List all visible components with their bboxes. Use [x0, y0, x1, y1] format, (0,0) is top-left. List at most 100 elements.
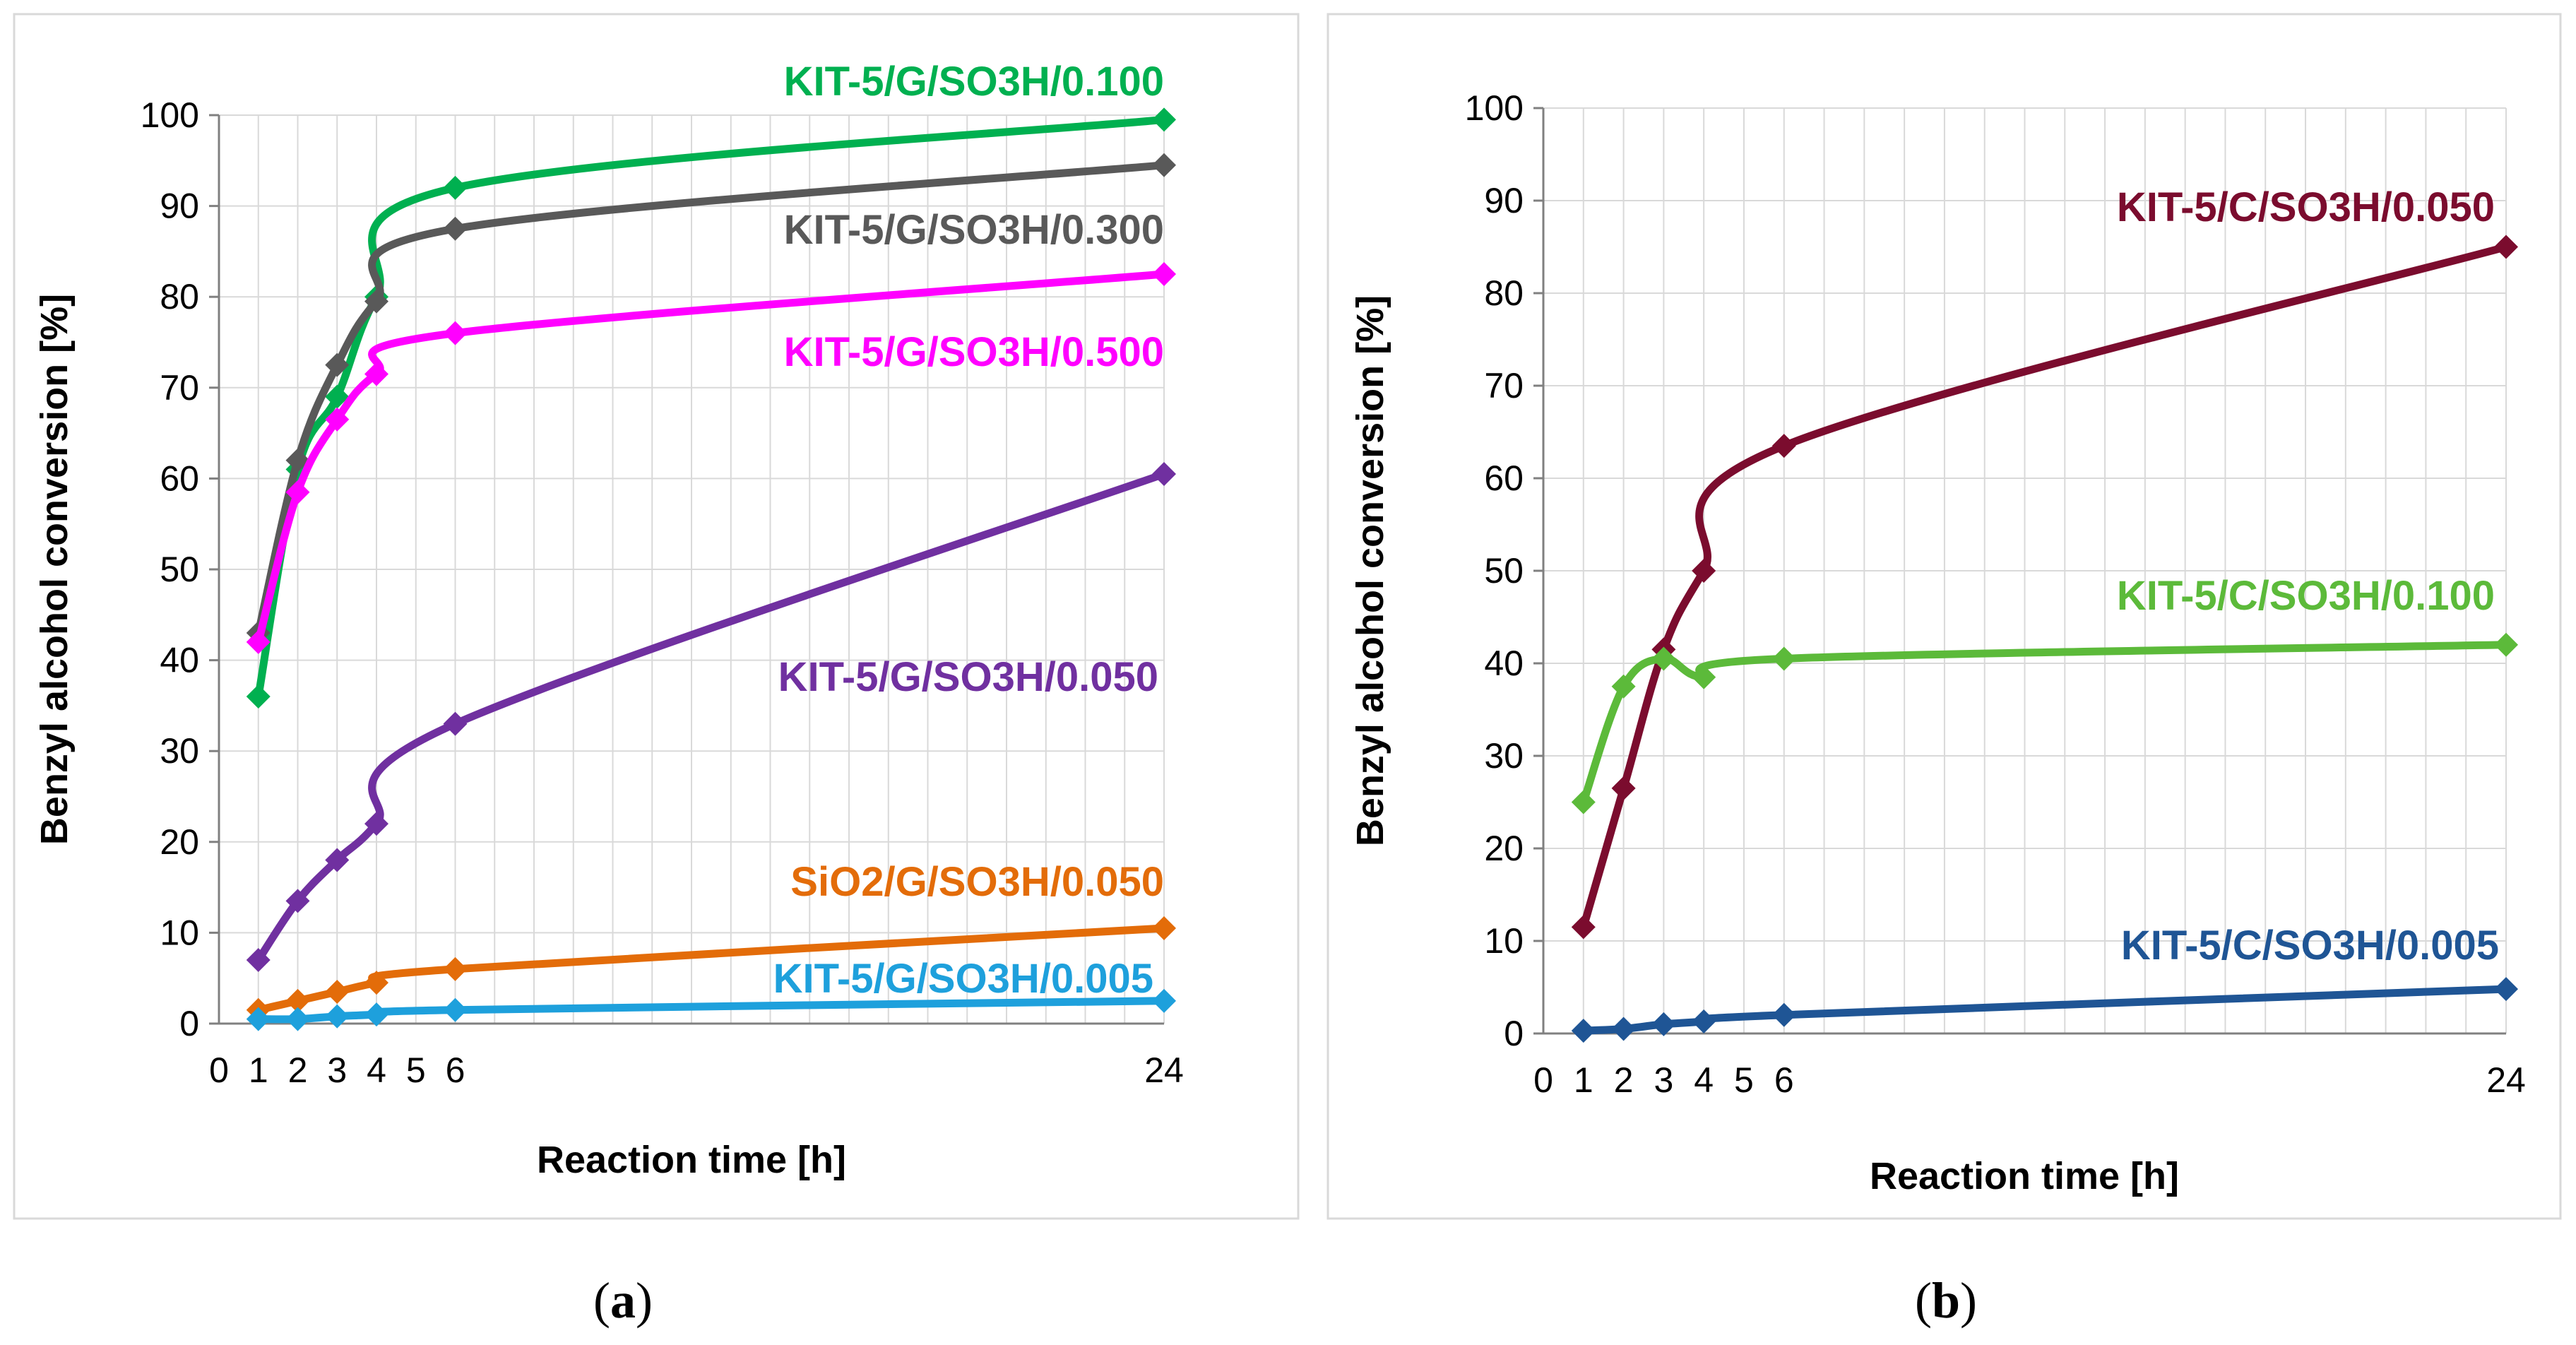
panel-b-y-tick-label: 10: [1484, 921, 1524, 961]
panel-a-data-point: [443, 711, 468, 736]
panel-a-data-point: [246, 947, 271, 972]
panel-b-x-tick-label: 3: [1654, 1060, 1673, 1100]
panel-a-y-tick-label: 80: [160, 277, 199, 316]
panel-a-data-point: [1152, 916, 1176, 940]
panel-b-data-point: [2494, 235, 2518, 259]
panel-a-x-tick-label: 6: [446, 1050, 465, 1090]
panel-b-x-tick-label: 24: [2486, 1060, 2526, 1100]
panel-a-y-tick-label: 100: [141, 95, 199, 135]
panel-b-series-kit-5-c-so3h-0-050: [1571, 235, 2518, 940]
panel-a-data-point: [246, 1007, 271, 1031]
panel-b-y-tick-label: 100: [1465, 88, 1524, 128]
panel-a-y-tick-label: 70: [160, 368, 199, 408]
panel-b-data-point: [1611, 776, 1636, 800]
panel-b-data-point: [1692, 559, 1716, 583]
panel-b-data-point: [1571, 915, 1596, 940]
panel-a-data-point: [325, 979, 350, 1004]
panel-b-x-tick-label: 1: [1574, 1060, 1593, 1100]
panel-a-series-kit-5-g-so3h-0-005: [246, 988, 1176, 1031]
panel-a-data-point: [1152, 988, 1176, 1013]
panel-b-data-point: [1692, 1009, 1716, 1033]
panel-a-x-tick-label: 3: [327, 1050, 347, 1090]
panel-b-data-point: [1611, 674, 1636, 699]
panel-b-y-tick-label: 30: [1484, 736, 1524, 776]
panel-a-data-point: [325, 352, 350, 377]
panel-b-y-tick-label: 0: [1504, 1014, 1524, 1053]
panel-a-y-tick-label: 50: [160, 550, 199, 589]
panel-a-data-point: [325, 1004, 350, 1029]
panel-b-data-point: [1571, 1019, 1596, 1043]
panel-a-data-point: [443, 216, 468, 241]
panel-a-data-point: [1152, 153, 1176, 177]
panel-b-y-tick-label: 40: [1484, 644, 1524, 683]
panel-a-frame: [13, 13, 1300, 1220]
panel-b-y-tick-label: 80: [1484, 273, 1524, 313]
panel-a-data-point: [364, 971, 388, 995]
caption-b: (b): [1915, 1272, 1977, 1329]
panel-b-x-tick-label: 6: [1774, 1060, 1794, 1100]
panel-a-x-axis-title: Reaction time [h]: [537, 1139, 846, 1181]
panel-a-x-tick-label: 4: [367, 1050, 386, 1090]
panel-b-data-point: [1611, 1017, 1636, 1041]
panel-a-series-label: KIT-5/G/SO3H/0.005: [773, 956, 1153, 1002]
panel-a-data-point: [443, 321, 468, 345]
panel-b-data-point: [2494, 632, 2518, 657]
panel-a-y-tick-label: 30: [160, 731, 199, 771]
panel-b-y-tick-label: 90: [1484, 181, 1524, 220]
panel-a-data-point: [364, 812, 388, 836]
panel-a-data-point: [443, 175, 468, 200]
panel-a-y-tick-label: 20: [160, 822, 199, 862]
panel-a-data-point: [285, 988, 310, 1013]
panel-b-data-point: [2494, 977, 2518, 1002]
panel-a-y-axis-title: Benzyl alcohol conversion [%]: [33, 294, 76, 845]
panel-b-y-tick-label: 60: [1484, 458, 1524, 498]
panel-b-y-tick-label: 50: [1484, 551, 1524, 591]
panel-a-series-label: KIT-5/G/SO3H/0.300: [784, 207, 1164, 253]
panel-b-data-point: [1771, 434, 1796, 458]
panel-a-x-tick-label: 24: [1144, 1050, 1184, 1090]
panel-b-y-tick-label: 70: [1484, 366, 1524, 405]
panel-b-x-axis-title: Reaction time [h]: [1870, 1155, 2179, 1197]
panel-a-data-point: [364, 289, 388, 314]
panel-a-data-point: [325, 407, 350, 432]
panel-b-data-point: [1571, 790, 1596, 814]
panel-a-data-point: [1152, 461, 1176, 486]
panel-b-data-point: [1651, 646, 1676, 671]
panel-b-data-point: [1651, 1012, 1676, 1036]
panel-b-x-tick-label: 0: [1533, 1060, 1553, 1100]
panel-a-y-tick-label: 0: [179, 1004, 199, 1043]
panel-a-data-point: [443, 956, 468, 981]
panel-a-data-point: [246, 629, 271, 654]
panel-b-y-tick-label: 20: [1484, 829, 1524, 868]
panel-a-x-tick-label: 2: [288, 1050, 308, 1090]
panel-a-series-label: KIT-5/G/SO3H/0.050: [778, 654, 1158, 700]
panel-a-y-tick-label: 10: [160, 913, 199, 952]
panel-b-x-tick-label: 2: [1614, 1060, 1634, 1100]
panel-a-series-kit-5-g-so3h-0-500: [246, 262, 1176, 654]
panel-a-data-point: [285, 480, 310, 504]
panel-a-data-point: [364, 362, 388, 386]
panel-b-series-kit-5-c-so3h-0-005: [1571, 977, 2518, 1043]
panel-a-data-point: [246, 685, 271, 709]
panel-b-x-tick-label: 4: [1694, 1060, 1714, 1100]
panel-a-data-point: [1152, 107, 1176, 132]
panel-b-series-label: KIT-5/C/SO3H/0.100: [2117, 573, 2495, 619]
panel-a-data-point: [325, 848, 350, 872]
panel-a-series-line: [254, 470, 1168, 964]
panel-a-y-tick-label: 90: [160, 186, 199, 226]
panel-b-y-axis-title: Benzyl alcohol conversion [%]: [1349, 295, 1391, 846]
panel-a-data-point: [364, 1002, 388, 1027]
panel-b-data-point: [1692, 665, 1716, 689]
panel-b-series-label: KIT-5/C/SO3H/0.005: [2121, 923, 2499, 968]
panel-a-y-tick-label: 40: [160, 641, 199, 680]
panel-a-data-point: [325, 384, 350, 409]
panel-a-data-point: [285, 448, 310, 473]
panel-b-series-label: KIT-5/C/SO3H/0.050: [2117, 184, 2495, 230]
panel-a-series-kit-5-g-so3h-0-050: [246, 461, 1176, 972]
panel-a-series-label: KIT-5/G/SO3H/0.100: [784, 59, 1164, 105]
panel-a-y-tick-label: 60: [160, 458, 199, 498]
panel-b-x-tick-label: 5: [1734, 1060, 1754, 1100]
